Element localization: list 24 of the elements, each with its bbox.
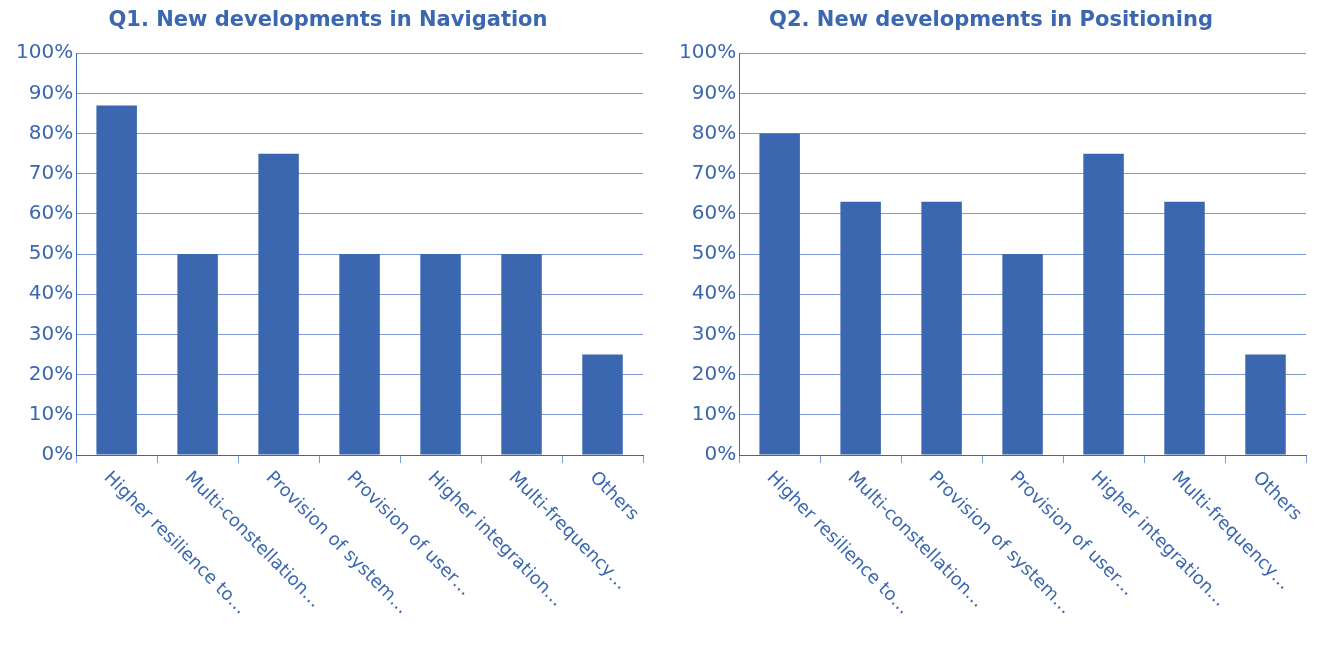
y-tick-label: 10% bbox=[28, 401, 74, 426]
y-tick-label: 90% bbox=[691, 79, 737, 104]
y-tick-label: 20% bbox=[28, 360, 74, 385]
y-tick-label: 100% bbox=[15, 39, 74, 64]
y-tick-label: 60% bbox=[691, 200, 737, 225]
y-tick-label: 100% bbox=[678, 39, 737, 64]
y-tick-label: 50% bbox=[691, 240, 737, 265]
y-tick-label: 0% bbox=[704, 441, 737, 466]
y-tick-label: 90% bbox=[28, 79, 74, 104]
chart-title: Q1. New developments in Navigation bbox=[108, 7, 548, 32]
y-tick-label: 40% bbox=[691, 280, 737, 305]
y-tick-label: 30% bbox=[28, 320, 74, 345]
y-tick-label: 70% bbox=[28, 159, 74, 184]
y-tick-label: 50% bbox=[28, 240, 74, 265]
y-tick-label: 40% bbox=[28, 280, 74, 305]
y-tick-label: 70% bbox=[691, 159, 737, 184]
y-tick-label: 10% bbox=[691, 401, 737, 426]
chart-title: Q2. New developments in Positioning bbox=[769, 7, 1213, 32]
y-tick-label: 80% bbox=[691, 119, 737, 144]
y-tick-label: 20% bbox=[691, 360, 737, 385]
y-tick-label: 80% bbox=[28, 119, 74, 144]
y-tick-label: 0% bbox=[41, 441, 74, 466]
y-tick-label: 30% bbox=[691, 320, 737, 345]
y-tick-label: 60% bbox=[28, 200, 74, 225]
